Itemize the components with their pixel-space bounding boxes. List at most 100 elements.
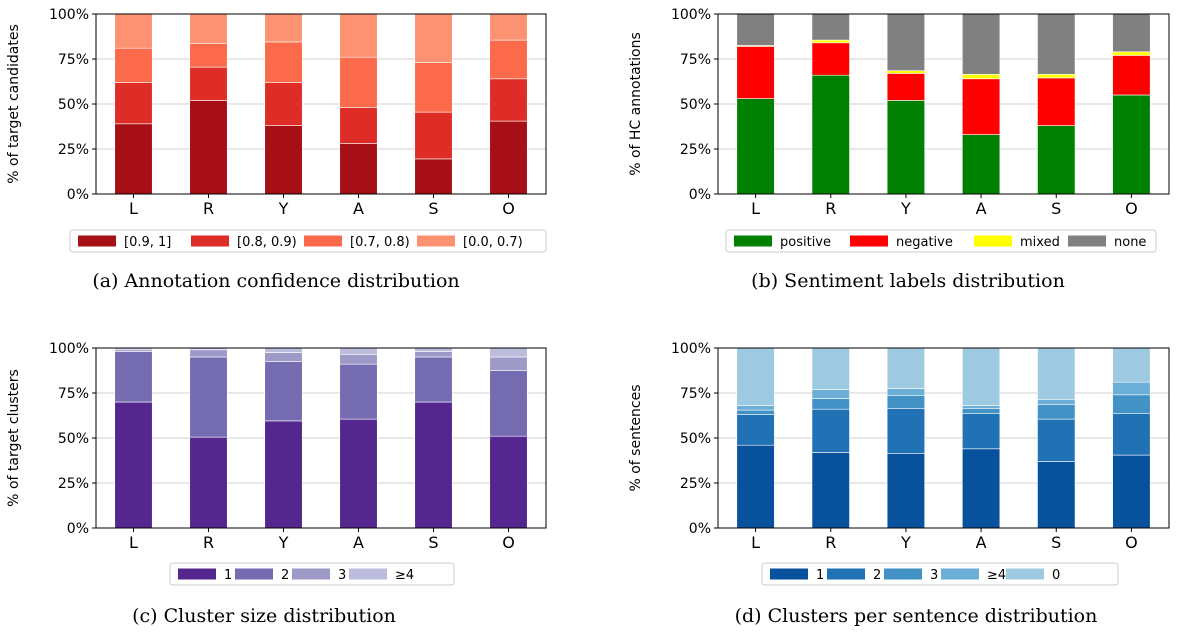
bar-segment-L-1 bbox=[114, 82, 153, 125]
y-tick-label: 50% bbox=[680, 97, 711, 113]
bar-segment-R-1 bbox=[189, 66, 228, 101]
legend-label: none bbox=[1114, 235, 1146, 250]
x-tick-label: S bbox=[1051, 199, 1061, 218]
bar-segment-Y-4 bbox=[886, 347, 926, 389]
y-tick-label: 50% bbox=[680, 431, 711, 447]
y-axis-label: % of target clusters bbox=[6, 369, 22, 507]
bar-segment-L-0 bbox=[114, 123, 153, 195]
bar-segment-L-3 bbox=[736, 13, 775, 46]
legend-swatch bbox=[349, 568, 387, 580]
bar-segment-L-1 bbox=[114, 351, 153, 403]
legend-box bbox=[725, 229, 1157, 253]
bar-segment-L-1 bbox=[736, 414, 775, 446]
bar-segment-R-0 bbox=[189, 100, 228, 195]
bar-segment-R-0 bbox=[189, 436, 228, 529]
x-tick-label: S bbox=[1051, 533, 1061, 552]
bar-segment-S-0 bbox=[414, 401, 453, 529]
legend-label: ≥4 bbox=[987, 568, 1006, 583]
bar-segment-Y-1 bbox=[886, 73, 926, 101]
legend-swatch bbox=[178, 568, 216, 580]
x-tick-label: L bbox=[129, 199, 138, 218]
bar-segment-L-0 bbox=[114, 401, 153, 529]
legend-swatch bbox=[974, 235, 1012, 247]
legend-swatch bbox=[770, 568, 808, 580]
x-tick-label: S bbox=[428, 199, 438, 218]
y-axis-label: % of target candidates bbox=[6, 24, 22, 184]
legend-label: ≥4 bbox=[395, 568, 414, 583]
bar-segment-Y-3 bbox=[886, 13, 926, 72]
bar-segment-Y-2 bbox=[886, 395, 926, 409]
bar-segment-A-1 bbox=[339, 363, 378, 420]
legend: positive negative mixed none bbox=[725, 229, 1157, 253]
bar-segment-R-1 bbox=[811, 42, 850, 76]
legend-label: [0.0, 0.7) bbox=[463, 235, 523, 250]
bar-segment-R-1 bbox=[811, 408, 850, 453]
x-tick-label: A bbox=[353, 533, 364, 552]
bar-segment-S-0 bbox=[1037, 125, 1076, 195]
bar-segment-Y-3 bbox=[264, 13, 303, 43]
bar-segment-R-2 bbox=[189, 349, 228, 358]
legend-swatch bbox=[884, 568, 922, 580]
y-tick-label: 100% bbox=[49, 7, 89, 23]
legend-label: 1 bbox=[816, 568, 824, 583]
bar-segment-A-2 bbox=[339, 56, 378, 108]
panel-caption: (b) Sentiment labels distribution bbox=[751, 270, 1065, 292]
bar-segment-O-2 bbox=[1112, 51, 1151, 56]
bar-segment-S-4 bbox=[1037, 347, 1076, 400]
bar-segment-S-1 bbox=[1037, 418, 1076, 462]
x-tick-label: S bbox=[428, 533, 438, 552]
legend-label: 2 bbox=[281, 568, 289, 583]
y-tick-label: 75% bbox=[680, 52, 711, 68]
x-tick-label: A bbox=[353, 199, 364, 218]
bar-segment-Y-3 bbox=[264, 347, 303, 353]
chart-panel-2: L R Y A S O 0% 25% 50% 75% 100% % of target cluster… bbox=[6, 341, 547, 627]
bar-segment-S-3 bbox=[414, 347, 453, 352]
x-tick-label: O bbox=[502, 199, 515, 218]
axes-frame bbox=[95, 13, 547, 195]
y-tick-label: 100% bbox=[671, 341, 711, 357]
bar-segment-R-2 bbox=[811, 39, 850, 44]
panel-caption: (c) Cluster size distribution bbox=[132, 605, 396, 627]
legend-label: 1 bbox=[224, 568, 232, 583]
y-tick-label: 0% bbox=[689, 187, 711, 203]
bar-segment-A-1 bbox=[339, 107, 378, 144]
legend-label: 3 bbox=[338, 568, 346, 583]
x-tick-label: Y bbox=[278, 199, 289, 218]
x-tick-label: R bbox=[203, 533, 214, 552]
bar-segment-S-3 bbox=[1037, 13, 1076, 75]
y-tick-label: 50% bbox=[58, 97, 89, 113]
legend-swatch bbox=[191, 235, 229, 247]
bar-segment-S-1 bbox=[414, 111, 453, 160]
bar-segment-Y-3 bbox=[886, 388, 926, 396]
bar-segment-S-2 bbox=[1037, 404, 1076, 420]
bar-segment-O-2 bbox=[1112, 394, 1151, 414]
bar-segment-S-0 bbox=[1037, 461, 1076, 529]
bar-segment-Y-1 bbox=[264, 361, 303, 422]
bar-segment-R-1 bbox=[189, 356, 228, 438]
bar-segment-O-1 bbox=[1112, 55, 1151, 96]
bar-segment-R-2 bbox=[811, 398, 850, 410]
x-tick-label: Y bbox=[900, 199, 911, 218]
legend: [0.9, 1] [0.8, 0.9) [0.7, 0.8) [0.0, 0.7) bbox=[69, 229, 547, 253]
x-tick-label: A bbox=[976, 199, 987, 218]
bar-segment-A-0 bbox=[961, 448, 1001, 529]
legend-label: 0 bbox=[1052, 568, 1060, 583]
bar-segment-O-0 bbox=[1112, 94, 1151, 195]
bar-segment-S-3 bbox=[414, 13, 453, 63]
legend-label: positive bbox=[780, 235, 831, 250]
bar-segment-O-0 bbox=[489, 435, 528, 529]
legend-label: [0.9, 1] bbox=[124, 235, 171, 250]
bar-segment-L-3 bbox=[114, 13, 153, 49]
legend-label: [0.7, 0.8) bbox=[350, 235, 410, 250]
x-tick-label: O bbox=[1125, 533, 1138, 552]
bar-segment-Y-2 bbox=[264, 352, 303, 362]
bar-segment-L-1 bbox=[736, 46, 775, 99]
bar-segment-A-3 bbox=[339, 347, 378, 355]
bar-segment-A-0 bbox=[339, 143, 378, 195]
bar-segment-A-1 bbox=[961, 78, 1001, 135]
x-tick-label: R bbox=[203, 199, 214, 218]
legend-label: [0.8, 0.9) bbox=[237, 235, 297, 250]
x-tick-label: Y bbox=[900, 533, 911, 552]
panel-caption: (a) Annotation confidence distribution bbox=[92, 270, 459, 292]
y-tick-label: 25% bbox=[58, 476, 89, 492]
